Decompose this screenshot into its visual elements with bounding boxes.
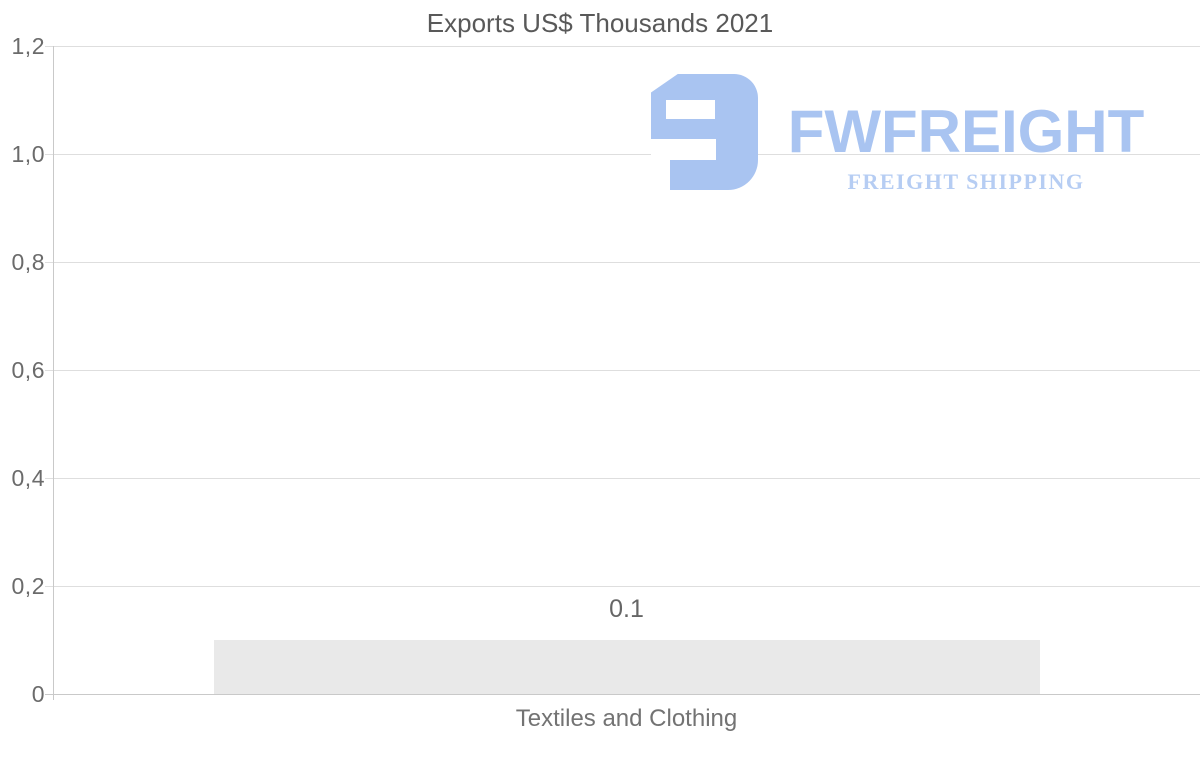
chart-title: Exports US$ Thousands 2021 bbox=[426, 8, 774, 38]
gridline bbox=[45, 586, 1200, 587]
y-axis-tick-label: 0,8 bbox=[11, 249, 45, 275]
gridline bbox=[45, 262, 1200, 263]
y-axis-tick-label: 0,6 bbox=[11, 357, 45, 383]
x-category-label: Textiles and Clothing bbox=[515, 705, 738, 732]
gridline bbox=[45, 46, 1200, 47]
logo-icon-notch bbox=[651, 139, 716, 160]
gridline bbox=[45, 478, 1200, 479]
y-axis-labels: 1,2 1,0 0,8 0,6 0,4 0,2 0 bbox=[0, 33, 45, 707]
brand-tagline: FREIGHT SHIPPING bbox=[847, 169, 1085, 194]
logo-icon-notch bbox=[666, 100, 715, 119]
y-axis-line bbox=[53, 46, 54, 700]
y-axis-tick-label: 1,2 bbox=[11, 33, 45, 59]
fwfreight-logo-icon bbox=[651, 74, 758, 190]
y-axis-tick-label: 0,2 bbox=[11, 573, 45, 599]
y-axis-tick-label: 1,0 bbox=[11, 141, 45, 167]
gridline bbox=[45, 370, 1200, 371]
fwfreight-watermark: FWFREIGHT FREIGHT SHIPPING bbox=[648, 72, 1151, 195]
logo-icon-notch bbox=[651, 160, 670, 190]
brand-name: FWFREIGHT bbox=[787, 98, 1145, 165]
bar-textiles-and-clothing[interactable] bbox=[213, 640, 1040, 694]
y-axis-tick-label: 0 bbox=[31, 681, 45, 707]
x-axis-line bbox=[45, 694, 1200, 695]
logo-text-block: FWFREIGHT FREIGHT SHIPPING bbox=[781, 102, 1151, 195]
gridlines-container bbox=[45, 46, 1200, 694]
plot-area: 0.1 bbox=[53, 46, 1200, 694]
y-axis-tick-label: 0,4 bbox=[11, 465, 45, 491]
gridline bbox=[45, 154, 1200, 155]
bar-value-label: 0.1 bbox=[609, 595, 644, 623]
